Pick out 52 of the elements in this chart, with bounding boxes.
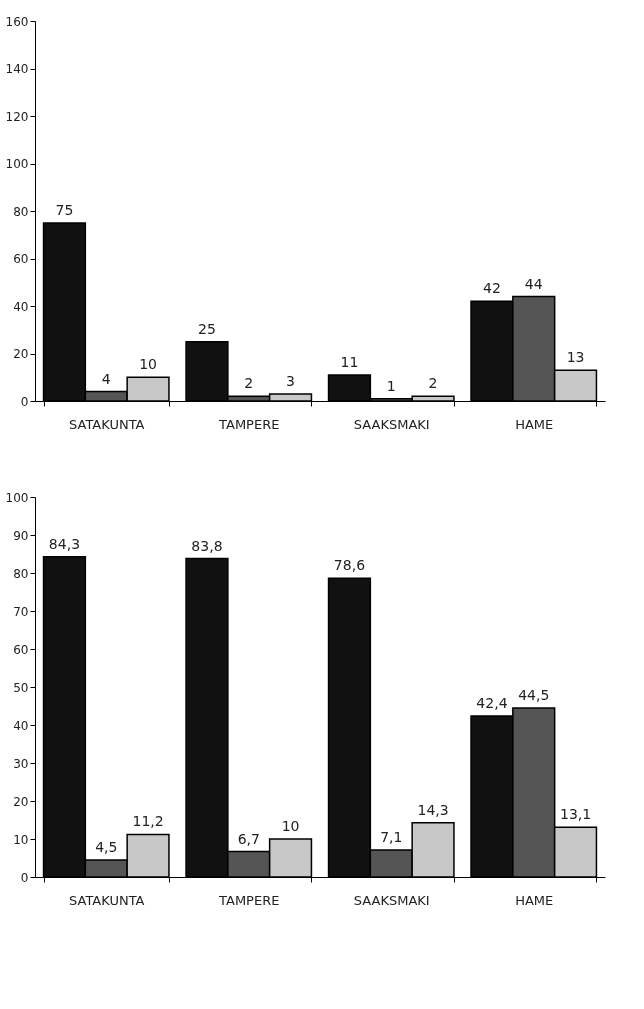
data-label: 78,6	[333, 557, 366, 574]
y-tick-label: 90	[13, 528, 29, 543]
y-tick-label: 60	[13, 252, 29, 266]
data-label: 14,3	[417, 801, 449, 818]
data-label: 25	[198, 320, 216, 337]
data-label: 2	[244, 375, 254, 392]
y-tick-label: 100	[5, 157, 29, 171]
data-label: 1	[386, 377, 396, 394]
y-tick-label: 20	[13, 347, 29, 361]
y-tick-label: 50	[13, 680, 29, 695]
y-tick-label: 120	[5, 109, 29, 124]
data-label: 4	[101, 370, 111, 387]
y-tick-label: 80	[13, 204, 29, 219]
x-tick-label: SATAKUNTA	[69, 892, 145, 908]
y-tick-label: 80	[13, 566, 29, 581]
data-label: 44	[524, 275, 543, 292]
y-tick-label: 40	[13, 299, 29, 314]
y-tick-label: 140	[5, 62, 29, 76]
y-tick-label: 10	[13, 832, 29, 847]
x-tick-label: TAMPERE	[218, 892, 280, 908]
y-tick-label: 60	[13, 642, 29, 657]
data-label: 83,8	[191, 537, 223, 554]
data-label: 7,1	[380, 829, 403, 846]
data-label: 42,4	[476, 694, 508, 711]
x-tick-label: HAME	[515, 892, 554, 908]
y-tick-label: 20	[13, 794, 29, 809]
data-label: 3	[286, 372, 296, 389]
data-label: 10	[281, 818, 300, 834]
x-tick-label: SAAKSMAKI	[353, 892, 430, 908]
data-label: 4,5	[95, 838, 118, 855]
data-label: 11,2	[132, 813, 164, 830]
x-tick-label: SATAKUNTA	[69, 416, 145, 432]
data-label: 44,5	[518, 686, 550, 703]
y-tick-label: 0	[20, 394, 29, 409]
x-tick-label: TAMPERE	[218, 416, 280, 432]
y-tick-label: 40	[13, 718, 29, 733]
data-label: 84,3	[48, 535, 81, 552]
y-tick-label: 30	[13, 756, 29, 771]
data-label: 42	[483, 280, 501, 297]
data-label: 11	[340, 353, 359, 370]
data-label: 13	[566, 349, 585, 366]
y-tick-label: 100	[5, 490, 29, 505]
y-tick-label: 0	[20, 870, 29, 885]
y-tick-label: 70	[13, 604, 29, 619]
data-label: 75	[55, 201, 74, 218]
data-label: 2	[428, 375, 438, 392]
y-tick-label: 160	[5, 14, 29, 29]
x-tick-label: HAME	[515, 416, 554, 432]
data-label: 13,1	[559, 806, 592, 823]
x-tick-label: SAAKSMAKI	[353, 416, 430, 432]
data-label: 6,7	[237, 830, 260, 847]
data-label: 10	[139, 356, 157, 373]
